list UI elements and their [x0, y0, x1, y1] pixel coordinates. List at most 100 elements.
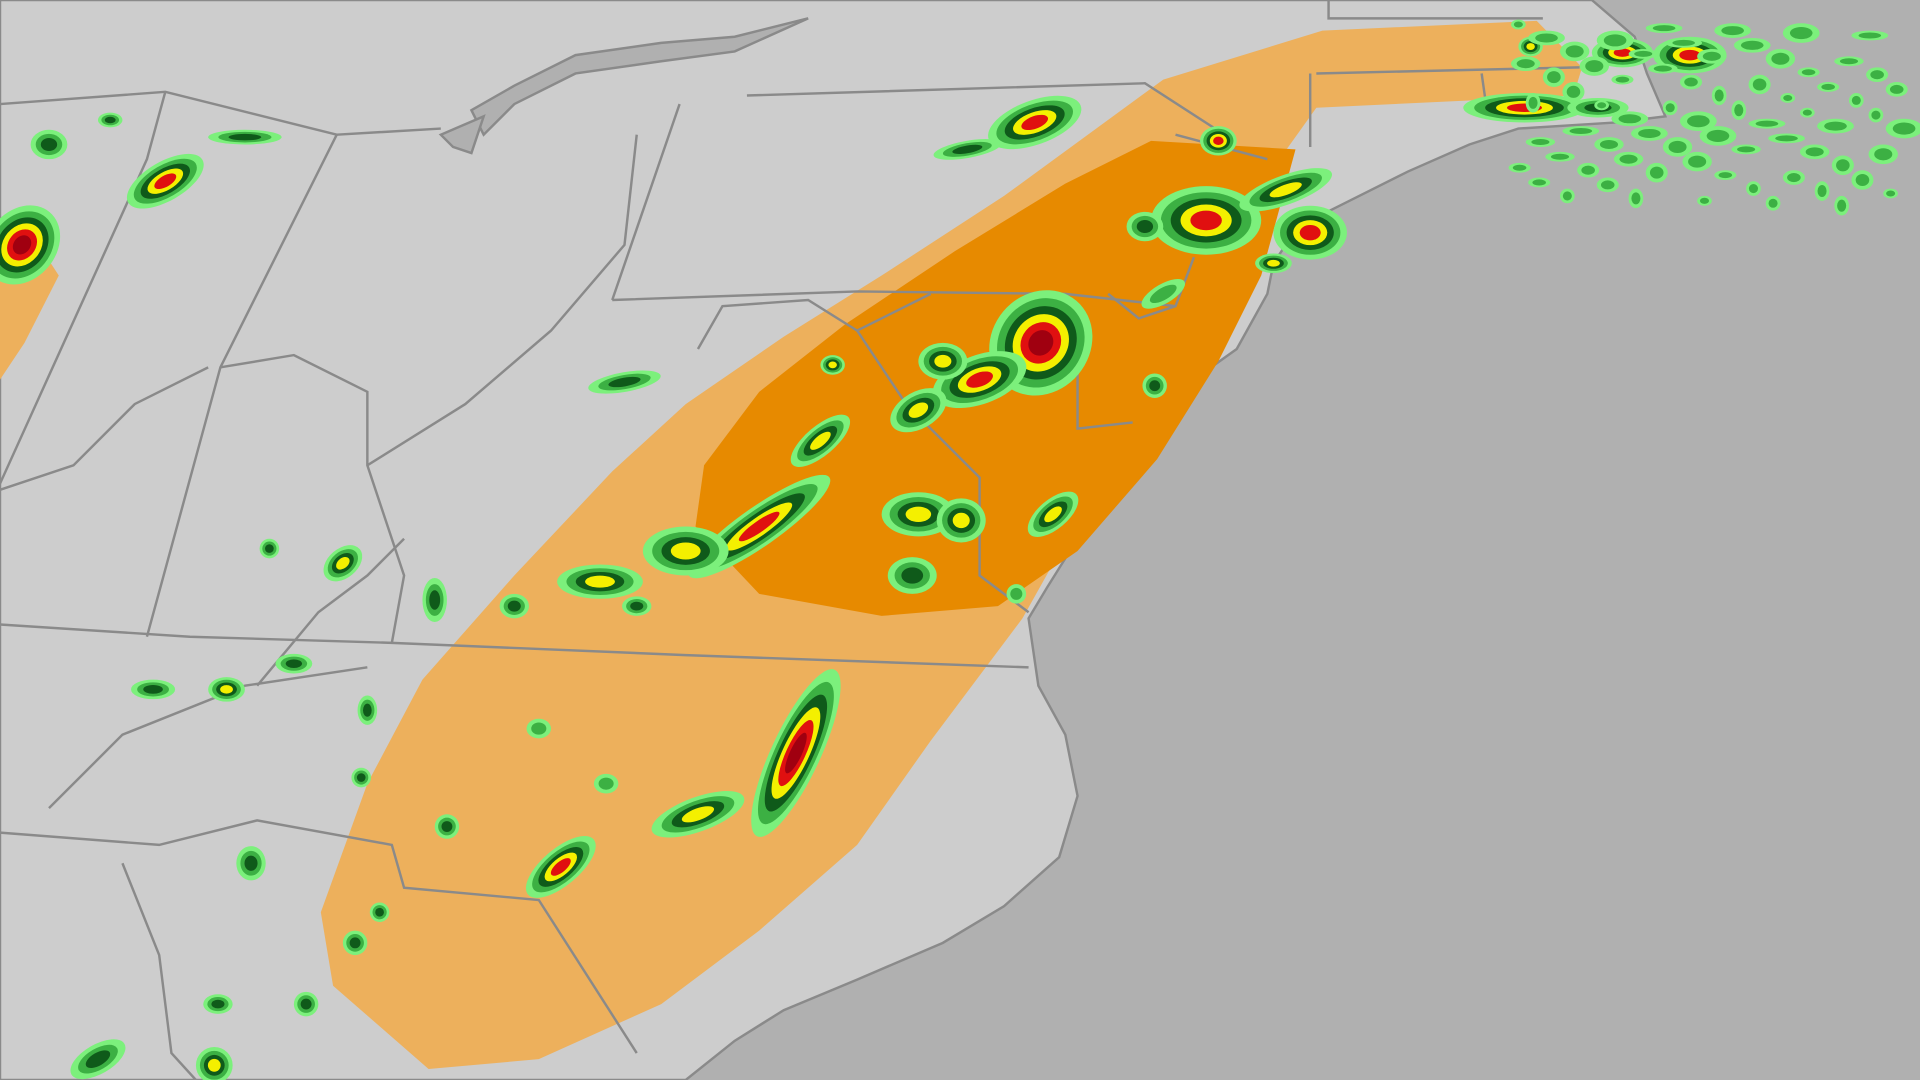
radar-echo-cell	[1528, 30, 1565, 46]
radar-echo-level	[349, 937, 361, 949]
radar-echo-level	[356, 773, 366, 782]
radar-echo-level	[1618, 114, 1642, 124]
radar-echo-cell	[988, 95, 1082, 150]
radar-echo-cell	[1142, 373, 1167, 398]
radar-echo-level	[220, 685, 233, 694]
radar-echo-cell	[1542, 67, 1565, 87]
radar-echo-cell	[1628, 188, 1644, 209]
radar-echo-level	[228, 133, 262, 141]
radar-echo-level	[1855, 173, 1870, 187]
state-border-line	[1107, 256, 1196, 320]
lakes	[438, 17, 809, 155]
radar-echo-level	[1267, 259, 1280, 267]
radar-echo-cell	[422, 577, 447, 623]
radar-echo-level	[1775, 135, 1798, 142]
radar-echo-cell	[932, 351, 1027, 409]
radar-echo-cell	[751, 669, 841, 837]
radar-echo-cell	[1545, 151, 1575, 162]
radar-echo-level	[1687, 115, 1710, 128]
radar-echo-cell	[342, 930, 368, 956]
radar-echo-level	[1801, 69, 1816, 76]
radar-echo-cell	[1848, 93, 1864, 108]
state-border-line	[1327, 0, 1543, 20]
radar-echo-cell	[1817, 118, 1854, 134]
radar-echo-level	[1892, 122, 1916, 135]
radar-echo-cell	[1560, 41, 1590, 62]
radar-echo-cell	[1273, 205, 1347, 260]
radar-echo-level	[1044, 506, 1062, 523]
radar-echo-cell	[1780, 93, 1796, 103]
radar-echo-level	[952, 144, 983, 154]
radar-echo-level	[1871, 110, 1881, 120]
radar-echo-cell	[1831, 155, 1854, 176]
radar-echo-level	[1688, 155, 1707, 168]
radar-echo-cell	[1868, 107, 1884, 123]
radar-echo-level	[362, 703, 372, 717]
radar-echo-cell	[1817, 82, 1840, 92]
radar-echoes	[0, 19, 1920, 1080]
radar-echo-level	[1870, 70, 1884, 80]
radar-echo-cell	[1613, 151, 1644, 167]
radar-echo-cell	[1151, 186, 1262, 255]
radar-echo-level	[1787, 173, 1801, 183]
radar-echo-cell	[790, 414, 851, 467]
radar-echo-level	[531, 722, 547, 735]
radar-echo-level	[1136, 220, 1154, 234]
radar-echo-level	[507, 600, 521, 612]
radar-echo-level	[300, 998, 312, 1010]
radar-echo-level	[1638, 128, 1661, 138]
radar-echo-level	[1149, 284, 1177, 304]
radar-echo-cell	[195, 1046, 233, 1080]
radar-echo-level	[1597, 102, 1607, 109]
radar-echo-cell	[1883, 188, 1898, 199]
radar-echo-level	[1665, 103, 1675, 113]
radar-echo-level	[207, 1058, 221, 1072]
radar-echo-level	[1634, 50, 1653, 57]
radar-echo-cell	[1697, 195, 1712, 206]
radar-echo-cell	[1141, 278, 1186, 309]
radar-echo-level	[1752, 78, 1767, 91]
radar-echo-cell	[351, 767, 372, 788]
radar-echo-level	[1851, 95, 1861, 105]
radar-echo-level	[1653, 65, 1672, 72]
radar-echo-level	[1836, 159, 1850, 172]
radar-echo-level	[265, 544, 274, 553]
radar-echo-cell	[890, 388, 947, 433]
radar-echo-cell	[1239, 168, 1333, 212]
radar-echo-cell	[622, 596, 652, 616]
radar-echo-cell	[208, 677, 245, 702]
radar-echo-cell	[1731, 144, 1761, 155]
radar-echo-cell	[936, 498, 986, 543]
radar-echo-cell	[369, 902, 390, 923]
radar-echo-cell	[1662, 100, 1678, 116]
radar-echo-cell	[642, 526, 729, 576]
radar-echo-cell	[1800, 144, 1830, 160]
radar-echo-cell	[434, 814, 460, 839]
radar-echo-cell	[1463, 93, 1586, 123]
radar-echo-level	[441, 821, 453, 832]
radar-echo-level	[1889, 84, 1904, 94]
radar-echo-level	[1531, 139, 1550, 146]
radar-echo-cell	[1611, 111, 1649, 127]
radar-echo-cell	[1765, 48, 1796, 69]
radar-echo-level	[785, 732, 807, 774]
radar-echo-cell	[588, 370, 661, 394]
state-border-line	[612, 290, 1176, 308]
radar-echo-cell	[1746, 181, 1761, 196]
radar-echo-cell	[126, 153, 204, 209]
radar-echo-cell	[1680, 74, 1703, 90]
radar-echo-cell	[1731, 100, 1747, 120]
radar-echo-cell	[1511, 19, 1526, 30]
state-border-line	[48, 666, 368, 810]
state-border-line	[856, 329, 1030, 614]
radar-echo-level	[952, 512, 970, 529]
radar-echo-cell	[526, 718, 552, 739]
radar-echo-cell	[1594, 100, 1609, 111]
radar-echo-cell	[1126, 211, 1164, 242]
radar-echo-cell	[1885, 82, 1908, 97]
radar-echo-level	[1734, 104, 1744, 117]
radar-echo-level	[598, 777, 614, 790]
radar-echo-level	[828, 361, 837, 369]
radar-echo-level	[1581, 165, 1595, 175]
radar-echo-level	[1550, 153, 1570, 160]
